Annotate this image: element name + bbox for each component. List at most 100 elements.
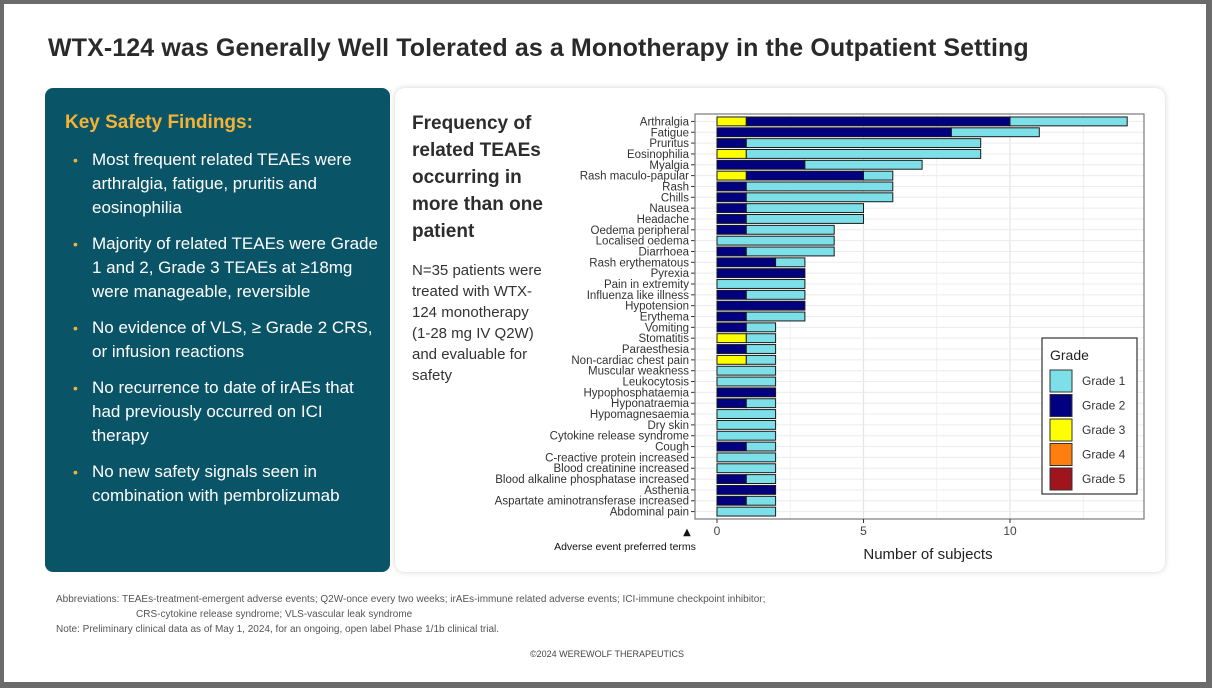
legend-label: Grade 2	[1082, 399, 1126, 413]
bar-segment-grade-2	[716, 289, 747, 300]
y-tick-label: Blood creatinine increased	[553, 463, 689, 475]
bar-segment-grade-2	[716, 246, 747, 257]
finding-item: • Most frequent related TEAEs were arthra…	[73, 150, 352, 217]
bar-segment-grade-2	[745, 116, 1011, 127]
legend-swatch	[1049, 394, 1073, 417]
y-tick-label: Dry skin	[647, 420, 689, 432]
y-tick-label: C-reactive protein increased	[545, 452, 689, 464]
bullet-icon: •	[73, 320, 78, 336]
bar-segment-grade-2	[716, 441, 747, 452]
bar-segment-grade-1	[745, 311, 806, 322]
bar-segment-grade-2	[716, 127, 952, 138]
y-tick-label: Localised oedema	[596, 236, 690, 248]
bar-segment-grade-1	[716, 463, 777, 474]
bar-segment-grade-2	[716, 138, 747, 149]
bar-segment-grade-1	[745, 289, 806, 300]
key-findings-panel: Key Safety Findings: • Most frequent rela…	[45, 88, 390, 572]
bar-segment-grade-2	[716, 268, 806, 279]
bar-segment-grade-2	[716, 192, 747, 203]
bar-segment-grade-3	[716, 148, 747, 159]
bar-segment-grade-1	[745, 192, 894, 203]
y-tick-label: Rash maculo-papular	[580, 171, 689, 183]
y-tick-label: Oedema peripheral	[591, 225, 689, 237]
finding-item: • Majority of related TEAEs were Grade 1 …	[73, 234, 378, 301]
legend-swatch	[1049, 418, 1073, 442]
y-tick-label: Paraesthesia	[622, 344, 690, 356]
y-tick-label: Myalgia	[649, 160, 689, 172]
plot-border	[694, 113, 1145, 520]
triangle-marker-icon: ▲	[683, 527, 691, 538]
copyright: ©2024 WEREWOLF THERAPEUTICS	[530, 649, 684, 659]
slide: WTX-124 was Generally Well Tolerated as …	[4, 4, 1206, 682]
y-tick-label: Pain in extremity	[604, 279, 689, 291]
bar-segment-grade-1	[745, 474, 777, 485]
bar-segment-grade-1	[745, 354, 777, 365]
bar-segment-grade-2	[716, 159, 806, 170]
bar-segment-grade-2	[716, 214, 747, 224]
bar-segment-grade-1	[745, 333, 777, 344]
bar-segment-grade-2	[716, 224, 747, 235]
y-tick-label: Rash erythematous	[589, 257, 689, 269]
bar-segment-grade-3	[716, 333, 747, 344]
key-findings-heading: Key Safety Findings:	[65, 112, 253, 133]
bar-segment-grade-1	[745, 344, 777, 354]
y-tick-label: Aspartate aminotransferase increased	[495, 496, 689, 508]
y-tick-label: Blood alkaline phosphatase increased	[495, 474, 689, 486]
bar-segment-grade-3	[716, 116, 747, 127]
bar-segment-grade-2	[716, 484, 777, 495]
y-tick-label: Eosinophilia	[627, 149, 690, 161]
bar-segment-grade-2	[716, 474, 747, 485]
bar-segment-grade-1	[745, 224, 835, 235]
y-tick-label: Influenza like illness	[587, 290, 690, 302]
y-axis-label: Adverse event preferred terms	[554, 541, 696, 553]
bar-segment-grade-2	[716, 322, 747, 333]
bar-segment-grade-2	[716, 387, 777, 398]
bar-segment-grade-1	[745, 322, 777, 333]
y-tick-label: Diarrhoea	[639, 246, 690, 258]
legend-label: Grade 3	[1082, 423, 1126, 437]
y-tick-label: Chills	[661, 192, 689, 204]
legend-label: Grade 4	[1082, 448, 1126, 462]
chart-panel: Frequency of related TEAEs occurring in …	[395, 88, 1165, 572]
footer-notes: Abbreviations: TEAEs-treatment-emergent …	[56, 592, 765, 637]
bar-segment-grade-1	[716, 235, 835, 246]
x-tick-label: 5	[860, 524, 867, 538]
bar-segment-grade-1	[1009, 116, 1128, 127]
bar-segment-grade-1	[804, 159, 923, 170]
bar-segment-grade-2	[716, 300, 806, 311]
y-tick-label: Nausea	[649, 203, 689, 215]
bar-segment-grade-2	[716, 398, 747, 409]
legend-title: Grade	[1050, 347, 1089, 363]
y-tick-label: Vomiting	[645, 322, 689, 334]
y-tick-label: Pruritus	[649, 138, 689, 150]
bar-segment-grade-1	[745, 138, 982, 149]
bar-segment-grade-3	[716, 354, 747, 365]
bullet-icon: •	[73, 464, 78, 480]
finding-item: • No new safety signals seen in combinati…	[73, 462, 340, 505]
y-tick-label: Hyponatraemia	[611, 398, 690, 410]
finding-item: • No recurrence to date of irAEs that had…	[73, 378, 354, 445]
bar-segment-grade-2	[745, 170, 864, 181]
y-tick-label: Cough	[655, 442, 689, 454]
bar-segment-grade-1	[950, 127, 1040, 138]
chart-note: N=35 patients were treated with WTX-124 …	[412, 262, 542, 384]
bar-segment-grade-1	[745, 214, 864, 224]
bar-segment-grade-1	[745, 181, 894, 192]
legend-swatch	[1049, 443, 1073, 466]
finding-item: • No evidence of VLS, ≥ Grade 2 CRS, or i…	[73, 318, 373, 361]
legend-label: Grade 5	[1082, 472, 1126, 486]
bar-segment-grade-1	[863, 170, 894, 181]
slide-title: WTX-124 was Generally Well Tolerated as …	[48, 34, 1029, 62]
abbreviations-line-1: Abbreviations: TEAEs-treatment-emergent …	[56, 594, 766, 605]
bar-segment-grade-2	[716, 181, 747, 192]
bar-segment-grade-1	[745, 203, 864, 214]
legend-swatch	[1049, 369, 1073, 393]
y-tick-label: Muscular weakness	[588, 366, 689, 378]
y-tick-label: Headache	[637, 214, 689, 226]
x-tick-label: 0	[714, 524, 721, 538]
bar-segment-grade-2	[716, 495, 747, 506]
bullet-icon: •	[73, 152, 78, 168]
legend-label: Grade 1	[1082, 374, 1126, 388]
data-note: Note: Preliminary clinical data as of Ma…	[56, 624, 500, 635]
x-axis-label: Number of subjects	[863, 546, 992, 563]
